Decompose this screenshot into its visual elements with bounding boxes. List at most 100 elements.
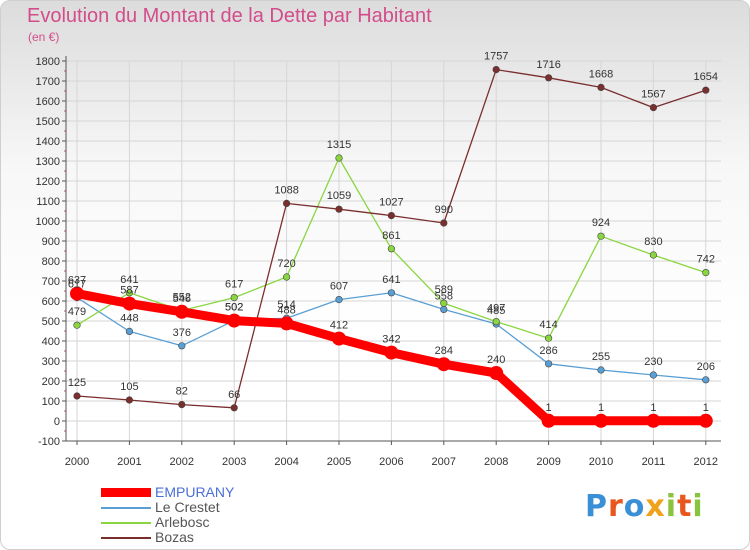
data-label: 830 xyxy=(644,236,662,248)
x-tick-label: 2011 xyxy=(642,456,666,468)
data-label: 1668 xyxy=(589,68,613,80)
logo-letter: r xyxy=(608,489,624,524)
x-tick-label: 2009 xyxy=(536,456,560,468)
data-point xyxy=(649,251,658,259)
data-label: 414 xyxy=(539,319,557,331)
data-label: 1 xyxy=(546,402,552,414)
legend-item: Bozas xyxy=(101,530,234,545)
data-label: 502 xyxy=(225,302,243,314)
data-label: 861 xyxy=(382,230,400,242)
data-point xyxy=(230,404,238,412)
data-point xyxy=(541,413,556,428)
chart-legend: EMPURANY Le Crestet Arlebosc Bozas xyxy=(101,485,234,545)
y-tick-label: 1200 xyxy=(36,176,60,188)
data-point xyxy=(387,245,396,253)
data-label: 617 xyxy=(68,279,86,291)
data-label: 924 xyxy=(592,217,610,229)
data-label: 552 xyxy=(173,292,191,304)
data-label: 990 xyxy=(435,204,453,216)
data-label: 66 xyxy=(228,389,240,401)
y-tick-label: -100 xyxy=(38,436,60,448)
y-tick-label: 600 xyxy=(42,296,60,308)
data-point xyxy=(332,331,346,346)
data-point xyxy=(125,396,133,404)
x-tick-label: 2010 xyxy=(589,456,613,468)
y-tick-label: 1000 xyxy=(36,216,60,228)
data-label: 412 xyxy=(330,320,348,332)
data-label: 284 xyxy=(435,345,453,357)
data-point xyxy=(436,357,451,372)
legend-label: Arlebosc xyxy=(155,514,210,530)
y-tick-label: 0 xyxy=(54,416,60,428)
y-tick-label: 1800 xyxy=(36,56,60,68)
data-point xyxy=(492,318,500,326)
legend-swatch xyxy=(101,488,151,497)
data-point xyxy=(230,294,238,302)
data-point xyxy=(544,360,553,368)
x-tick-label: 2003 xyxy=(222,456,246,468)
data-label: 1567 xyxy=(641,89,665,101)
data-point xyxy=(335,154,343,162)
legend-label: Le Crestet xyxy=(155,499,220,515)
logo-letter: o xyxy=(623,489,646,524)
y-tick-label: 200 xyxy=(42,376,60,388)
data-point xyxy=(335,296,343,304)
data-label: 448 xyxy=(120,312,138,324)
data-point xyxy=(649,103,658,112)
data-label: 1059 xyxy=(327,190,351,202)
data-point xyxy=(178,342,186,350)
logo-letter: i xyxy=(692,489,704,524)
data-point xyxy=(544,334,553,342)
data-point xyxy=(702,86,710,94)
y-tick-label: 1400 xyxy=(36,136,60,148)
x-tick-label: 2012 xyxy=(694,456,718,468)
data-point xyxy=(649,371,658,379)
legend-item: Le Crestet xyxy=(101,500,234,515)
data-label: 1 xyxy=(703,402,709,414)
data-label: 230 xyxy=(644,356,662,368)
data-point xyxy=(440,305,448,314)
data-point xyxy=(73,321,81,329)
data-label: 255 xyxy=(592,351,610,363)
data-label: 485 xyxy=(487,305,505,317)
data-point xyxy=(597,232,605,240)
data-point xyxy=(440,299,448,307)
legend-swatch xyxy=(101,536,151,539)
data-label: 488 xyxy=(277,304,295,316)
data-label: 342 xyxy=(382,334,400,346)
data-point xyxy=(283,273,291,281)
data-label: 617 xyxy=(225,279,243,291)
data-label: 502 xyxy=(225,302,243,314)
legend-label: EMPURANY xyxy=(155,484,235,500)
data-point xyxy=(384,345,399,360)
legend-item: EMPURANY xyxy=(101,485,234,500)
data-point xyxy=(279,316,294,331)
data-label: 1716 xyxy=(536,59,560,71)
data-label: 546 xyxy=(173,293,191,305)
legend-item: Arlebosc xyxy=(101,515,234,530)
data-label: 514 xyxy=(277,299,295,311)
data-point xyxy=(489,366,504,380)
data-point xyxy=(335,205,343,213)
data-point xyxy=(544,74,553,82)
data-point xyxy=(698,413,713,428)
data-point xyxy=(702,269,710,277)
data-label: 286 xyxy=(539,345,557,357)
x-tick-label: 2002 xyxy=(170,456,194,468)
data-label: 1654 xyxy=(694,71,718,83)
data-point xyxy=(646,413,661,428)
chart-subtitle: (en €) xyxy=(28,30,60,44)
data-point xyxy=(283,199,291,207)
data-label: 1027 xyxy=(379,197,403,209)
y-tick-label: 700 xyxy=(42,276,60,288)
data-point xyxy=(492,65,500,74)
data-label: 1757 xyxy=(484,51,508,63)
data-label: 607 xyxy=(330,281,348,293)
data-label: 479 xyxy=(68,306,86,318)
data-label: 82 xyxy=(176,386,188,398)
data-point xyxy=(387,212,396,220)
y-tick-label: 100 xyxy=(42,396,60,408)
x-tick-label: 2001 xyxy=(117,456,141,468)
